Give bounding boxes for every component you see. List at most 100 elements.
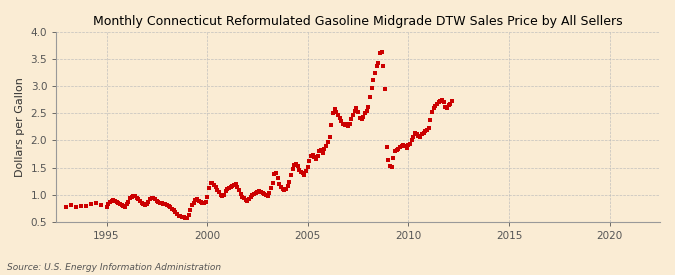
- Point: [122, 202, 132, 207]
- Point: [389, 149, 400, 153]
- Point: [282, 184, 293, 188]
- Point: [289, 163, 300, 167]
- Point: [153, 200, 164, 204]
- Point: [385, 164, 396, 168]
- Point: [348, 113, 358, 117]
- Point: [319, 147, 330, 151]
- Point: [171, 212, 182, 216]
- Point: [292, 164, 303, 169]
- Point: [106, 198, 117, 203]
- Point: [141, 202, 152, 206]
- Point: [101, 204, 112, 209]
- Point: [447, 99, 458, 104]
- Point: [277, 187, 288, 191]
- Point: [321, 144, 331, 148]
- Point: [378, 63, 389, 68]
- Point: [105, 199, 115, 204]
- Point: [259, 192, 269, 196]
- Point: [371, 64, 382, 68]
- Point: [170, 210, 181, 214]
- Point: [341, 121, 352, 126]
- Point: [161, 203, 172, 207]
- Point: [383, 158, 394, 163]
- Point: [281, 186, 292, 191]
- Point: [368, 78, 379, 82]
- Point: [103, 202, 113, 207]
- Point: [333, 113, 344, 118]
- Point: [430, 103, 441, 108]
- Point: [298, 171, 308, 176]
- Point: [307, 153, 318, 157]
- Point: [177, 215, 188, 219]
- Point: [433, 100, 444, 104]
- Point: [279, 188, 290, 192]
- Point: [205, 180, 216, 185]
- Point: [351, 106, 362, 110]
- Point: [238, 196, 249, 200]
- Point: [314, 149, 325, 153]
- Point: [396, 144, 407, 148]
- Point: [257, 191, 268, 195]
- Point: [155, 200, 165, 205]
- Point: [207, 180, 217, 185]
- Point: [256, 190, 267, 194]
- Point: [316, 148, 327, 152]
- Point: [395, 145, 406, 150]
- Point: [61, 204, 72, 209]
- Point: [361, 109, 372, 113]
- Point: [274, 182, 285, 186]
- Point: [343, 124, 354, 128]
- Point: [225, 185, 236, 189]
- Point: [135, 199, 146, 203]
- Point: [237, 195, 248, 199]
- Point: [398, 142, 409, 147]
- Point: [369, 71, 380, 75]
- Point: [376, 50, 387, 54]
- Point: [130, 194, 140, 199]
- Point: [111, 199, 122, 204]
- Point: [404, 141, 415, 146]
- Title: Monthly Connecticut Reformulated Gasoline Midgrade DTW Sales Price by All Seller: Monthly Connecticut Reformulated Gasolin…: [93, 15, 623, 28]
- Point: [215, 192, 226, 197]
- Point: [406, 138, 417, 143]
- Point: [423, 126, 434, 131]
- Point: [240, 198, 251, 202]
- Point: [261, 193, 271, 197]
- Point: [362, 104, 373, 109]
- Point: [220, 189, 231, 194]
- Point: [212, 188, 223, 192]
- Point: [244, 197, 254, 202]
- Point: [431, 102, 442, 106]
- Point: [195, 199, 206, 204]
- Point: [373, 61, 383, 66]
- Point: [232, 185, 243, 189]
- Point: [213, 190, 224, 195]
- Point: [304, 159, 315, 163]
- Point: [108, 198, 119, 202]
- Point: [284, 179, 295, 184]
- Point: [418, 131, 429, 135]
- Text: Source: U.S. Energy Information Administration: Source: U.S. Energy Information Administ…: [7, 263, 221, 272]
- Point: [388, 156, 399, 160]
- Point: [311, 157, 322, 161]
- Point: [126, 195, 137, 199]
- Point: [353, 110, 364, 114]
- Point: [146, 196, 157, 200]
- Point: [414, 135, 425, 139]
- Point: [230, 182, 241, 186]
- Point: [386, 165, 397, 169]
- Point: [128, 194, 138, 198]
- Point: [327, 111, 338, 116]
- Point: [168, 208, 179, 213]
- Point: [136, 201, 147, 205]
- Y-axis label: Dollars per Gallon: Dollars per Gallon: [15, 77, 25, 177]
- Point: [217, 194, 227, 198]
- Point: [200, 199, 211, 204]
- Point: [344, 121, 355, 126]
- Point: [331, 109, 342, 114]
- Point: [393, 147, 404, 151]
- Point: [413, 133, 424, 138]
- Point: [427, 110, 437, 114]
- Point: [296, 170, 306, 175]
- Point: [187, 203, 198, 208]
